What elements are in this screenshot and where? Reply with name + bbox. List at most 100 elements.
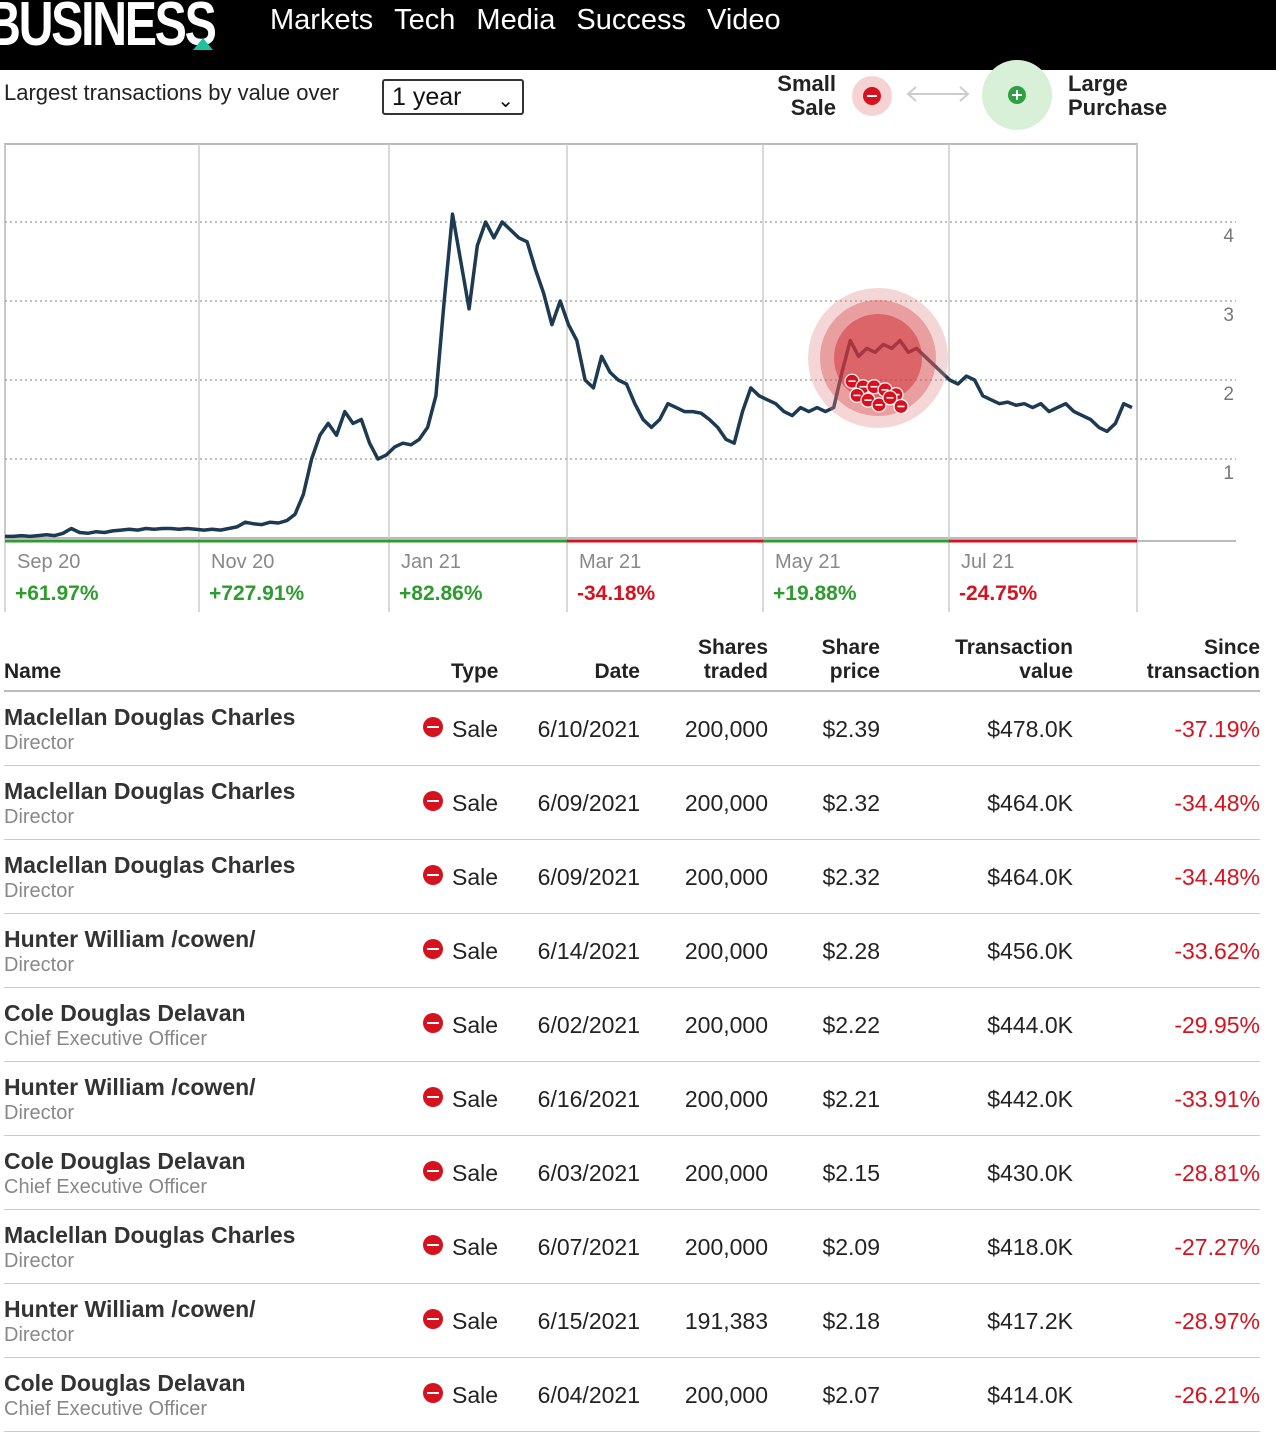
nav-video[interactable]: Video [707,4,781,36]
insider-title: Director [4,954,75,976]
transaction-date: 6/09/2021 [537,790,640,816]
insider-name[interactable]: Hunter William /cowen/ [4,1074,256,1100]
transaction-value: $464.0K [987,790,1073,816]
sale-icon [423,939,443,959]
insider-title: Director [4,806,75,828]
period-change: +727.91% [209,582,304,605]
table-row[interactable]: Hunter William /cowen/Director Sale 6/16/2… [4,1062,1260,1136]
chart-controls: Largest transactions by value over 1 yea… [0,60,1276,140]
share-price: $2.28 [822,938,880,964]
table-row[interactable]: Maclellan Douglas Charles Director Sale 6/1… [4,692,1260,766]
table-row[interactable]: Cole Douglas Delavan Chief Executive Offi… [4,1136,1260,1210]
table-row[interactable]: Hunter William /cowen/Director Sale 6/15/2… [4,1284,1260,1358]
transaction-date: 6/02/2021 [537,1012,640,1038]
insider-name[interactable]: Hunter William /cowen/ [4,926,256,952]
sale-icon [863,87,881,105]
nav-tech[interactable]: Tech [394,4,456,36]
transaction-type: Sale [452,938,499,964]
insider-title: Chief Executive Officer [4,1028,208,1050]
transaction-value: $464.0K [987,864,1073,890]
insider-name[interactable]: Maclellan Douglas Charles [4,852,296,878]
change-since-transaction: -33.91% [1174,1086,1260,1112]
change-since-transaction: -28.97% [1174,1308,1260,1334]
double-arrow-icon [906,86,970,102]
change-since-transaction: -26.21% [1174,1382,1260,1408]
insider-name[interactable]: Maclellan Douglas Charles [4,1222,296,1248]
period-select-value: 1 year [392,83,462,111]
transaction-type: Sale [452,1012,499,1038]
change-since-transaction: -28.81% [1174,1160,1260,1186]
table-row[interactable]: Maclellan Douglas Charles Director Sale 6/0… [4,840,1260,914]
insider-name[interactable]: Cole Douglas Delavan [4,1370,246,1396]
insider-title: Director [4,1250,75,1272]
transaction-date: 6/14/2021 [537,938,640,964]
sale-icon [423,865,443,885]
period-select[interactable]: 1 year ⌄ [382,79,524,115]
period-change: +19.88% [773,582,857,605]
share-price: $2.39 [822,716,880,742]
col-name[interactable]: Name [4,660,62,683]
period-label: May 21 [775,551,841,573]
transaction-date: 6/15/2021 [537,1308,640,1334]
share-price: $2.07 [822,1382,880,1408]
insider-name[interactable]: Cole Douglas Delavan [4,1148,246,1174]
insider-title: Director [4,732,75,754]
period-change: -34.18% [577,582,656,605]
table-row[interactable]: Maclellan Douglas Charles Director Sale 6/0… [4,1210,1260,1284]
logo-accent-icon [193,38,213,50]
nav-media[interactable]: Media [476,4,556,36]
insider-title: Chief Executive Officer [4,1176,208,1198]
site-logo[interactable]: BUSINESS [0,0,217,59]
col-price[interactable]: Share price [821,636,880,683]
y-tick-label: 4 [1223,226,1234,247]
insider-name[interactable]: Hunter William /cowen/ [4,1296,256,1322]
transaction-type: Sale [452,864,499,890]
share-price: $2.32 [822,864,880,890]
insider-name[interactable]: Maclellan Douglas Charles [4,778,296,804]
transaction-type: Sale [452,1086,499,1112]
period-change: +61.97% [15,582,99,605]
table-row[interactable]: Cole Douglas Delavan Chief Executive Offi… [4,1358,1260,1432]
period-label: Jul 21 [961,551,1014,573]
col-date[interactable]: Date [594,660,640,683]
transaction-date: 6/09/2021 [537,864,640,890]
col-since[interactable]: Since transaction [1146,636,1260,683]
table-row[interactable]: Hunter William /cowen/Director Sale 6/14/2… [4,914,1260,988]
period-label: Jan 21 [401,551,461,573]
period-change: +82.86% [399,582,483,605]
table-header: Name Type Date Shares traded Share price… [4,632,1260,692]
top-nav-bar: BUSINESS Markets Tech Media Success Vide… [0,0,1276,70]
nav-success[interactable]: Success [576,4,687,36]
insider-name[interactable]: Maclellan Douglas Charles [4,704,296,730]
shares-traded: 200,000 [684,1160,768,1186]
transaction-value: $417.2K [987,1308,1073,1334]
nav-markets[interactable]: Markets [270,4,374,36]
period-label: Mar 21 [579,551,641,573]
col-value[interactable]: Transaction value [955,636,1073,683]
y-tick-label: 1 [1223,463,1234,484]
insider-name[interactable]: Cole Douglas Delavan [4,1000,246,1026]
sale-icon [423,1309,443,1329]
table-row[interactable]: Maclellan Douglas Charles Director Sale 6/0… [4,766,1260,840]
col-type[interactable]: Type [451,660,499,683]
table-row[interactable]: Cole Douglas Delavan Chief Executive Offi… [4,988,1260,1062]
sale-icon [423,791,443,811]
col-shares[interactable]: Shares traded [697,636,768,683]
transaction-value: $444.0K [987,1012,1073,1038]
price-chart-svg: 1 2 3 4 Sep 20 +61.97% Nov 20 +727.91% Jan 21 +82… [4,143,1236,612]
transaction-value: $456.0K [987,938,1073,964]
sale-cluster-halo [808,288,948,428]
change-since-transaction: -33.62% [1174,938,1260,964]
shares-traded: 200,000 [684,864,768,890]
insider-title: Director [4,1324,75,1346]
change-since-transaction: -37.19% [1174,716,1260,742]
transaction-date: 6/10/2021 [537,716,640,742]
insider-title: Chief Executive Officer [4,1398,208,1420]
shares-traded: 200,000 [684,1382,768,1408]
transaction-date: 6/04/2021 [537,1382,640,1408]
share-price: $2.22 [822,1012,880,1038]
chevron-down-icon: ⌄ [497,90,514,112]
transaction-value: $478.0K [987,716,1073,742]
shares-traded: 200,000 [684,1012,768,1038]
sale-icon [423,1383,443,1403]
